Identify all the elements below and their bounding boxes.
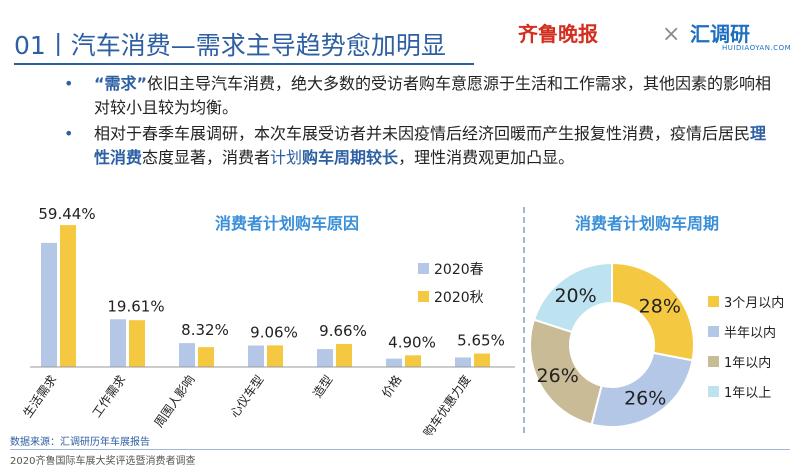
bar-chart: 59.44% 生活需求 19.61% 工作需求 8.32% 周围人影响 9.06% 心仪车型 9… [20,205,515,435]
bar-spring [41,242,57,367]
category-label: 造型 [310,373,335,401]
bar-autumn [60,225,76,367]
bar-autumn [267,345,283,367]
bullet-item-rational: • 相对于春季车展调研，本次车展受访者并未因疫情后经济回暖而产生报复性消费，疫情… [54,122,774,170]
slice-label: 20% [554,285,596,307]
bullet-dot: • [64,74,74,93]
bar-autumn [474,353,490,367]
data-label: 9.06% [250,323,298,341]
title-underline [14,63,474,65]
legend-swatch [418,263,429,274]
bullet-list: • “需求”依旧主导汽车消费，绝大多数的受访者购车意愿源于生活和工作需求，其他因… [54,72,774,172]
legend-swatch [708,296,719,307]
data-label: 59.44% [38,205,95,223]
data-label: 4.90% [388,333,436,351]
bullet-text: 态度显著，消费者 [142,148,271,167]
legend-label: 半年以内 [724,325,776,341]
bullet-dot: • [64,124,74,143]
huidiaoyan-logo-subtext: HUIDIAOYAN.COM [722,44,792,52]
bar-spring [110,319,126,367]
data-source-note: 数据来源：汇调研历年车展报告 [10,437,150,448]
data-label: 8.32% [181,321,229,339]
data-label: 9.66% [319,322,367,340]
pie-chart-title: 消费者计划购车周期 [575,214,720,233]
legend-label: 1年以上 [724,386,771,401]
page-title: 01丨汽车消费—需求主导趋势愈加明显 [14,31,446,60]
bar-autumn [336,343,352,367]
bullet-text: ，理性消费观更加凸显。 [398,148,575,167]
bullet-text: 购车周期较长 [302,148,399,167]
bar-autumn [405,355,421,367]
donut-slice [611,261,695,362]
bullet-text: 理性消费 [94,124,767,167]
bar-autumn [198,347,214,367]
donut-slice [532,261,613,334]
donut-slice [590,351,694,428]
legend-swatch [708,386,719,397]
slice-label: 28% [639,295,681,317]
bar-spring [317,349,333,367]
bar-spring [386,358,402,367]
data-label: 5.65% [457,332,505,350]
legend-label: 2020春 [434,262,484,278]
qilu-evening-news-logo: 齐鲁晚报 [518,22,598,46]
category-label: 工作需求 [89,373,128,420]
footer-divider [10,449,790,450]
category-label: 生活需求 [20,373,59,420]
bar-chart-title: 消费者计划购车原因 [215,214,360,233]
bullet-text: 依旧主导汽车消费，绝大多数的受访者购车意愿源于生活和工作需求，其他因素的影响相对… [94,74,772,117]
chart-divider [523,207,525,433]
bullet-text: “需求” [94,74,148,93]
bar-spring [179,343,195,367]
bullet-text: 计划 [270,148,303,167]
category-label: 购车优惠力度 [420,372,474,435]
bar-spring [455,357,471,367]
category-label: 心仪车型 [227,372,267,420]
legend-label: 1年以内 [724,355,771,371]
cross-separator: × [662,22,681,47]
donut-slice [529,318,603,426]
data-label: 19.61% [107,297,164,315]
bullet-text: 相对于春季车展调研，本次车展受访者并未因疫情后经济回暖而产生报复性消费，疫情后居… [94,124,751,143]
slice-label: 26% [624,387,666,409]
huidiaoyan-logo: 汇调研 [690,22,750,46]
legend-label: 3个月以内 [724,295,784,311]
slice-label: 26% [537,365,579,387]
legend-swatch [708,326,719,337]
bar-spring [248,345,264,367]
bar-autumn [129,320,145,367]
survey-name: 2020齐鲁国际车展大奖评选暨消费者调查 [10,456,196,467]
legend-label: 2020秋 [434,290,484,306]
bullet-item-demand: • “需求”依旧主导汽车消费，绝大多数的受访者购车意愿源于生活和工作需求，其他因… [54,72,774,120]
donut-chart: 28% 3个月以内 26% 半年以内 26% 1年以内 20% 1年以上 [529,261,784,428]
category-label: 价格 [378,372,404,400]
category-label: 周围人影响 [151,372,198,430]
legend-swatch [418,291,429,302]
legend-swatch [708,356,719,367]
